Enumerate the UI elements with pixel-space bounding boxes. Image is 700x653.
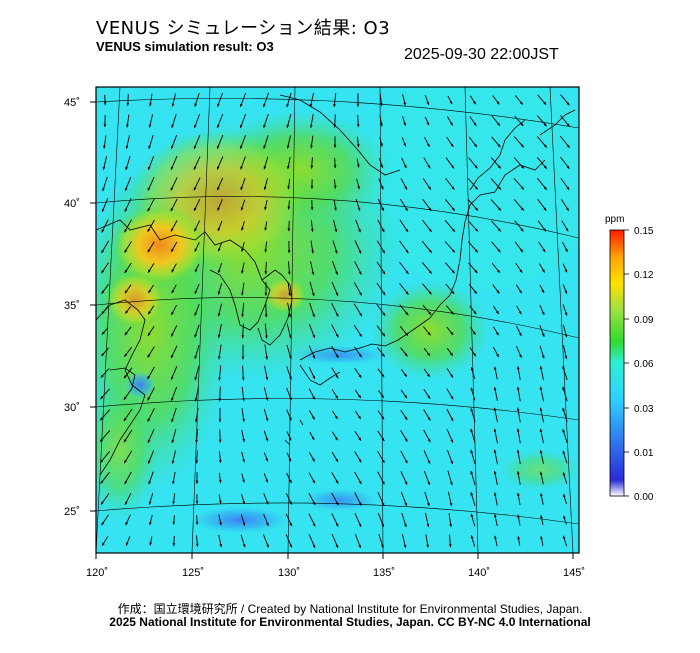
lon-label: 125˚ xyxy=(182,567,204,579)
colorbar-unit: ppm xyxy=(605,214,624,225)
colorbar-tick: 0.03 xyxy=(634,404,654,415)
colorbar-tick: 0.09 xyxy=(634,315,654,326)
colorbar-tick: 0.06 xyxy=(634,359,654,370)
lat-label: 40˚ xyxy=(64,198,80,210)
colorbar-tick: 0.00 xyxy=(634,492,654,503)
colorbar-tick: 0.12 xyxy=(634,270,654,281)
credit-line-2: 2025 National Institute for Environmenta… xyxy=(0,615,700,629)
colorbar-tick: 0.15 xyxy=(634,226,654,237)
lat-label: 45˚ xyxy=(64,97,80,109)
lon-label: 120˚ xyxy=(86,567,108,579)
lat-label: 35˚ xyxy=(64,300,80,312)
lat-label: 25˚ xyxy=(64,506,80,518)
colorbar-tick: 0.01 xyxy=(634,448,654,459)
lon-label: 145˚ xyxy=(563,567,585,579)
colorbar-scale xyxy=(610,230,624,496)
lon-label: 130˚ xyxy=(278,567,300,579)
lon-label: 140˚ xyxy=(468,567,490,579)
lat-label: 30˚ xyxy=(64,402,80,414)
colorbar: ppm 0.15 0.12 0.09 0.06 0.03 0.01 0.00 xyxy=(605,214,654,503)
lon-label: 135˚ xyxy=(373,567,395,579)
